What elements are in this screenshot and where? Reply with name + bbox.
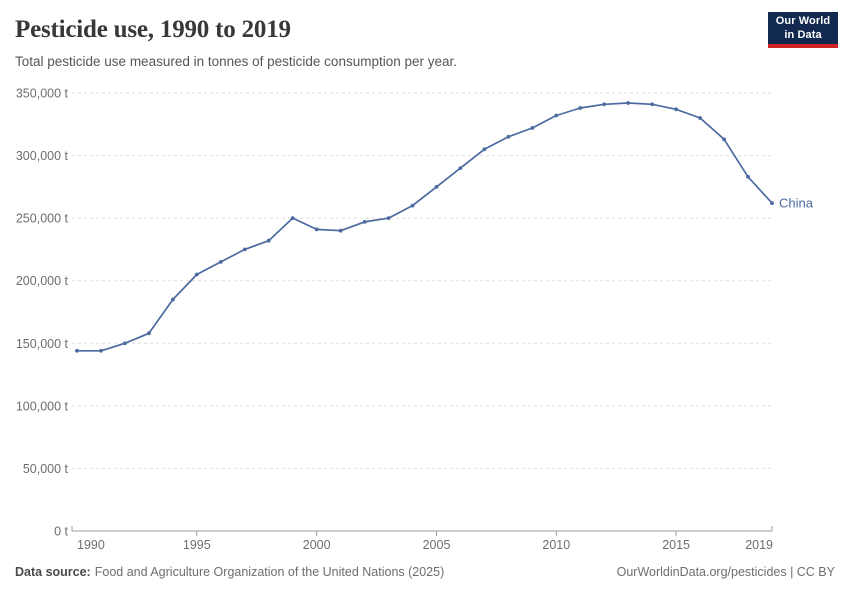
data-point[interactable] — [147, 331, 151, 336]
data-point[interactable] — [554, 113, 559, 118]
data-point[interactable] — [650, 102, 655, 107]
x-tick-label: 1990 — [77, 538, 105, 552]
owid-logo[interactable]: Our World in Data — [768, 12, 838, 48]
series-label-china[interactable]: China — [779, 196, 814, 211]
data-point[interactable] — [386, 216, 391, 221]
data-point[interactable] — [362, 220, 367, 224]
data-point[interactable] — [530, 126, 535, 130]
y-tick-label: 0 t — [54, 525, 68, 539]
x-axis — [71, 526, 773, 536]
y-tick-label: 250,000 t — [16, 212, 69, 226]
data-point[interactable] — [674, 107, 678, 112]
data-point[interactable] — [194, 272, 199, 277]
chart-subtitle: Total pesticide use measured in tonnes o… — [15, 54, 458, 69]
data-point[interactable] — [434, 185, 439, 189]
data-point[interactable] — [770, 201, 774, 206]
data-point[interactable] — [746, 174, 750, 179]
y-tick-label: 50,000 t — [23, 462, 69, 476]
data-point[interactable] — [242, 247, 247, 252]
data-point[interactable] — [314, 227, 319, 232]
data-point[interactable] — [626, 101, 631, 105]
footer: Data source: Food and Agriculture Organiz… — [15, 563, 835, 583]
y-tick-label: 300,000 t — [16, 149, 69, 163]
x-tick-label: 2005 — [423, 538, 451, 552]
y-tick-label: 100,000 t — [16, 399, 69, 413]
data-point[interactable] — [458, 166, 463, 171]
y-axis-labels: 0 t 50,000 t 100,000 t 150,000 t 200,000 t 25… — [16, 87, 69, 539]
x-tick-label: 2019 — [745, 538, 773, 552]
china-line[interactable] — [76, 102, 773, 352]
owid-logo-line1: Our World — [775, 14, 831, 27]
footer-citation-link[interactable]: OurWorldinData.org/pesticides | CC BY — [616, 565, 835, 579]
x-tick-label: 2010 — [542, 538, 570, 552]
data-point[interactable] — [722, 137, 726, 142]
chart-title: Pesticide use, 1990 to 2019 — [15, 16, 291, 43]
data-point[interactable] — [290, 216, 295, 221]
data-source-label: Data source: — [15, 565, 91, 579]
owid-logo-line2: in Data — [784, 29, 822, 41]
data-point[interactable] — [578, 106, 583, 110]
data-point[interactable] — [482, 147, 487, 152]
data-point[interactable] — [266, 238, 271, 243]
data-point[interactable] — [123, 341, 127, 346]
x-tick-label: 2015 — [662, 538, 690, 552]
data-source-note: Data source: Food and Agriculture Organiz… — [15, 563, 444, 581]
x-axis-labels: 1990 1995 2000 2005 2010 2015 2019 — [77, 538, 773, 552]
data-point[interactable] — [506, 134, 511, 139]
y-tick-label: 150,000 t — [16, 337, 69, 351]
data-point[interactable] — [171, 297, 175, 302]
y-tick-label: 200,000 t — [16, 274, 69, 288]
data-point[interactable] — [698, 116, 702, 120]
data-point[interactable] — [75, 348, 79, 353]
data-point[interactable] — [338, 228, 343, 233]
data-point[interactable] — [602, 102, 607, 107]
x-tick-label: 1995 — [183, 538, 211, 552]
y-gridlines — [72, 92, 772, 469]
data-point[interactable] — [99, 348, 103, 353]
y-tick-label: 350,000 t — [16, 87, 69, 101]
data-point[interactable] — [410, 203, 415, 208]
data-point[interactable] — [218, 260, 223, 264]
x-tick-label: 2000 — [303, 538, 331, 552]
china-data-points[interactable] — [75, 101, 774, 353]
data-source-text: Food and Agriculture Organization of the… — [94, 565, 445, 579]
